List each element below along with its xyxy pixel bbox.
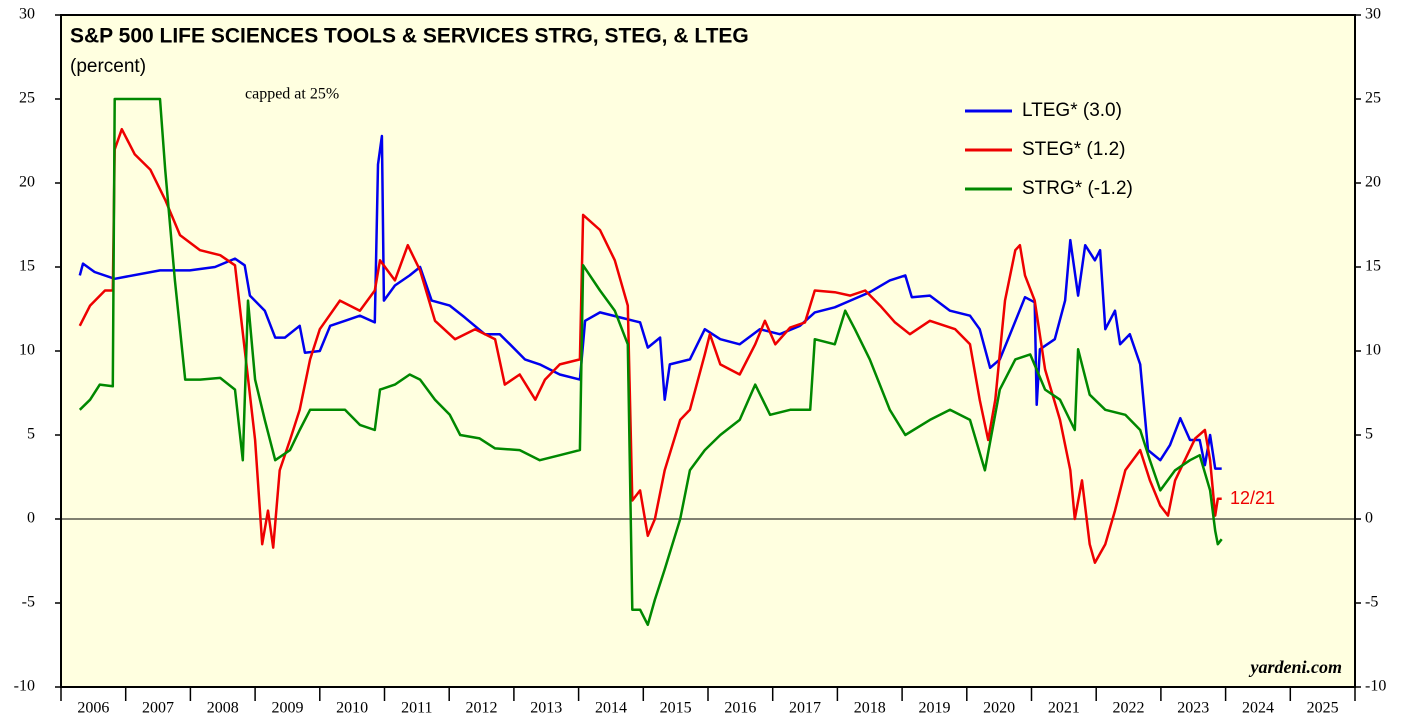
x-tick-label: 2024 — [1242, 700, 1274, 717]
y2-tick-label: 5 — [1365, 426, 1373, 443]
x-tick-label: 2023 — [1177, 700, 1209, 717]
x-tick-label: 2025 — [1307, 700, 1339, 717]
x-tick-label: 2008 — [207, 700, 239, 717]
x-tick-label: 2010 — [336, 700, 368, 717]
x-tick-label: 2014 — [595, 700, 627, 717]
y-tick-label: 15 — [19, 258, 35, 275]
x-tick-label: 2018 — [854, 700, 886, 717]
chart-title: S&P 500 LIFE SCIENCES TOOLS & SERVICES S… — [70, 25, 749, 48]
x-tick-label: 2022 — [1113, 700, 1145, 717]
x-tick-label: 2021 — [1048, 700, 1080, 717]
y-tick-label: 30 — [19, 6, 35, 23]
x-tick-label: 2017 — [789, 700, 821, 717]
y-tick-label: 5 — [27, 426, 35, 443]
legend-label: STRG* (-1.2) — [1022, 178, 1133, 199]
x-tick-label: 2013 — [530, 700, 562, 717]
y2-tick-label: 25 — [1365, 90, 1381, 107]
plot-background — [61, 15, 1355, 687]
x-tick-label: 2012 — [466, 700, 498, 717]
series-line — [78, 127, 1222, 564]
y-tick-label: -5 — [22, 594, 35, 611]
y-tick-label: 20 — [19, 174, 35, 191]
annotation: 12/21 — [1230, 488, 1275, 508]
legend-label: LTEG* (3.0) — [1022, 100, 1122, 121]
x-tick-label: 2011 — [401, 700, 432, 717]
y2-tick-label: -5 — [1365, 594, 1378, 611]
y2-tick-label: -10 — [1365, 678, 1386, 695]
x-tick-label: 2020 — [983, 700, 1015, 717]
x-tick-label: 2006 — [77, 700, 109, 717]
legend-label: STEG* (1.2) — [1022, 139, 1125, 160]
y-tick-label: 0 — [27, 510, 35, 527]
x-tick-label: 2009 — [271, 700, 303, 717]
x-tick-label: 2019 — [918, 700, 950, 717]
series-line — [78, 134, 1222, 470]
y-tick-label: 10 — [19, 342, 35, 359]
y2-tick-label: 30 — [1365, 6, 1381, 23]
y2-tick-label: 20 — [1365, 174, 1381, 191]
y-tick-label: -10 — [14, 678, 35, 695]
x-tick-label: 2015 — [660, 700, 692, 717]
annotation: capped at 25% — [245, 86, 339, 103]
x-tick-label: 2007 — [142, 700, 174, 717]
y2-tick-label: 10 — [1365, 342, 1381, 359]
y2-tick-label: 15 — [1365, 258, 1381, 275]
series-line — [78, 97, 1223, 627]
chart-subtitle: (percent) — [70, 56, 146, 77]
watermark: yardeni.com — [1249, 657, 1343, 677]
y-tick-label: 25 — [19, 90, 35, 107]
x-tick-label: 2016 — [724, 700, 756, 717]
y2-tick-label: 0 — [1365, 510, 1373, 527]
